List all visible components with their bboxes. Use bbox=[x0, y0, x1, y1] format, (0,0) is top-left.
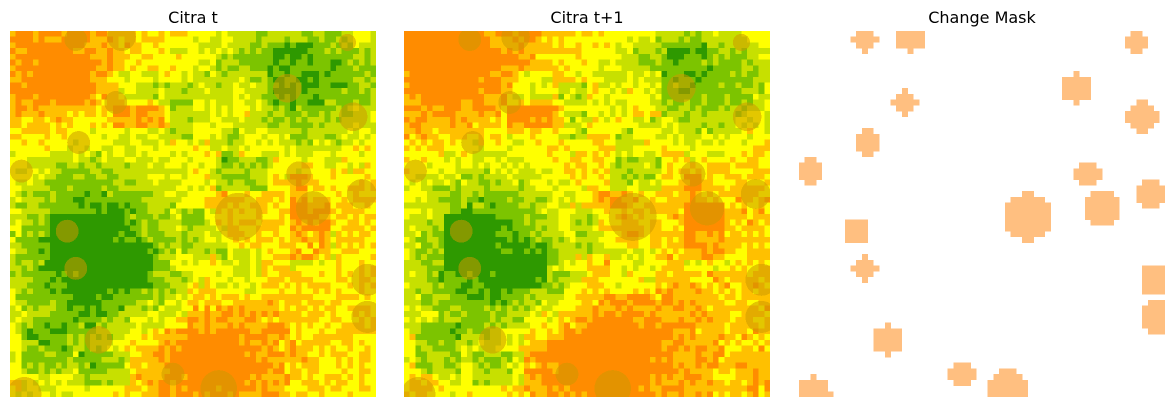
change-region-9 bbox=[680, 161, 706, 187]
image-change-mask bbox=[799, 31, 1165, 397]
change-region-7 bbox=[461, 131, 485, 154]
image-citra-t bbox=[10, 31, 376, 397]
change-region-2 bbox=[501, 31, 530, 52]
change-region-1 bbox=[458, 31, 482, 52]
change-region-16 bbox=[745, 300, 770, 333]
change-region-17 bbox=[478, 326, 507, 354]
change-region-6 bbox=[732, 102, 762, 132]
change-region-17 bbox=[84, 326, 113, 354]
image-citra-t-plus-1 bbox=[404, 31, 770, 397]
change-region-12 bbox=[740, 179, 770, 209]
change-region-9 bbox=[286, 161, 312, 187]
change-region-3 bbox=[338, 33, 356, 52]
panel-title-change-mask: Change Mask bbox=[928, 8, 1036, 27]
change-region-10 bbox=[295, 191, 331, 226]
change-region-10 bbox=[689, 191, 725, 226]
change-region-12 bbox=[346, 179, 376, 209]
change-region-11 bbox=[214, 192, 263, 241]
change-region-15 bbox=[351, 263, 376, 296]
change-region-8 bbox=[404, 159, 427, 183]
change-region-3 bbox=[732, 33, 750, 52]
change-region-20 bbox=[404, 376, 436, 397]
change-region-19 bbox=[200, 370, 238, 397]
change-region-4 bbox=[104, 91, 128, 114]
change-region-4 bbox=[498, 91, 522, 114]
panel-title-citra-t: Citra t bbox=[168, 8, 218, 27]
change-region-16 bbox=[351, 300, 376, 333]
change-region-5 bbox=[667, 73, 696, 103]
change-region-14 bbox=[458, 256, 482, 280]
change-region-15 bbox=[745, 263, 770, 296]
change-region-8 bbox=[10, 159, 33, 183]
change-region-2 bbox=[107, 31, 136, 52]
change-region-5 bbox=[273, 73, 302, 103]
change-region-13 bbox=[449, 219, 473, 243]
change-region-20 bbox=[10, 376, 42, 397]
change-region-13 bbox=[55, 219, 79, 243]
change-region-7 bbox=[67, 131, 91, 154]
panel-title-citra-t-plus-1: Citra t+1 bbox=[550, 8, 624, 27]
change-region-18 bbox=[555, 362, 579, 386]
change-region-1 bbox=[64, 31, 88, 52]
change-region-19 bbox=[594, 370, 632, 397]
change-region-18 bbox=[161, 362, 185, 386]
change-region-6 bbox=[338, 102, 368, 132]
change-region-14 bbox=[64, 256, 88, 280]
change-region-11 bbox=[608, 192, 657, 241]
